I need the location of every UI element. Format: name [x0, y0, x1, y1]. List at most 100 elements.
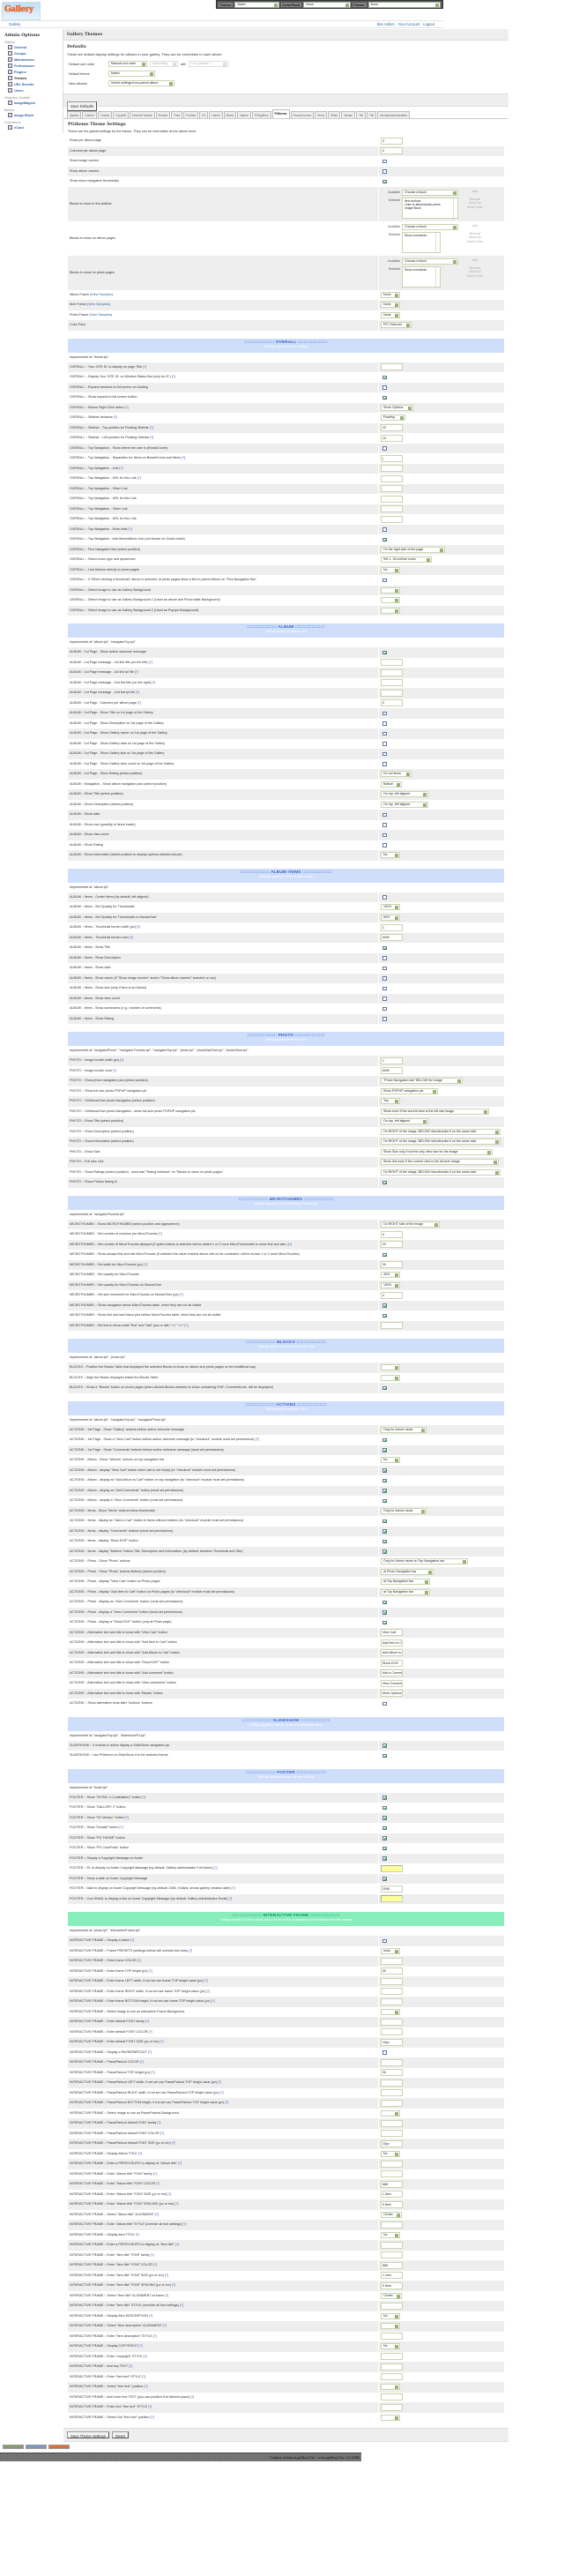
selected-block-item[interactable]: Item actions: [404, 198, 421, 203]
help-link[interactable]: [?]: [164, 2273, 168, 2277]
tab-copyleft[interactable]: Copyleft: [113, 111, 129, 118]
help-link[interactable]: [?]: [172, 375, 176, 379]
sidebar-item-themes[interactable]: Themes: [4, 75, 58, 81]
help-link[interactable]: [?]: [152, 680, 156, 684]
help-link[interactable]: [?]: [213, 1866, 218, 1870]
setting-select[interactable]: Floating: [381, 414, 406, 422]
setting-select[interactable]: [381, 586, 400, 594]
tab-g3[interactable]: G3: [199, 111, 209, 118]
view-samples-link[interactable]: View Samples: [88, 302, 109, 307]
setting-select[interactable]: On the right side of the page: [381, 546, 446, 553]
help-link[interactable]: [?]: [228, 1896, 233, 1900]
tab-pglightbox[interactable]: PGlightbox: [251, 111, 271, 118]
tab-siriux[interactable]: Siriux: [315, 111, 328, 118]
help-link[interactable]: [?]: [218, 2080, 222, 2085]
tab-splash[interactable]: Splash: [341, 111, 356, 118]
help-link[interactable]: [?]: [113, 415, 117, 420]
setting-select[interactable]: [381, 2414, 400, 2421]
checkbox-unchecked[interactable]: [382, 997, 387, 1001]
help-link[interactable]: [?]: [148, 660, 152, 664]
xhtml-badge[interactable]: [3, 2445, 24, 2449]
help-link[interactable]: [?]: [142, 1795, 146, 1799]
setting-select[interactable]: [381, 1374, 400, 1381]
setting-input[interactable]: 3: [381, 137, 403, 145]
help-link[interactable]: [?]: [162, 2324, 167, 2328]
setting-input[interactable]: [381, 363, 403, 371]
setting-input[interactable]: Show EXIF: [381, 1659, 403, 1667]
setting-select[interactable]: On top, left aligned: [381, 801, 428, 808]
setting-select[interactable]: Show even if the current view is the ful…: [381, 1108, 489, 1115]
setting-select[interactable]: Only for Admin mode on Top Navigation ba…: [381, 1558, 469, 1565]
checkbox-checked[interactable]: [382, 1877, 387, 1881]
setting-input[interactable]: [381, 2119, 403, 2127]
setting-input[interactable]: [381, 1957, 403, 1965]
setting-select[interactable]: No: [381, 2312, 400, 2319]
checkbox-unchecked[interactable]: [382, 578, 387, 582]
setting-input[interactable]: [381, 2058, 403, 2066]
setting-input[interactable]: 1: [381, 1057, 403, 1064]
setting-input[interactable]: Add Item to Cart: [381, 1639, 403, 1646]
user-link-your-account[interactable]: Your Account: [397, 22, 420, 26]
sidebar-item-performance[interactable]: Performance: [4, 63, 58, 69]
checkbox-unchecked[interactable]: [382, 2050, 387, 2055]
help-link[interactable]: [?]: [182, 456, 186, 460]
checkbox-unchecked[interactable]: [382, 159, 387, 163]
setting-input[interactable]: [381, 1977, 403, 1985]
setting-input[interactable]: 3: [381, 699, 403, 707]
setting-select[interactable]: On RIGHT of the image, BELOW microthumbs…: [381, 1169, 501, 1176]
help-link[interactable]: [?]: [120, 1058, 124, 1063]
help-link[interactable]: [?]: [136, 925, 141, 930]
setting-input[interactable]: 4: [381, 1230, 403, 1238]
setting-input[interactable]: [381, 668, 403, 676]
theme-select[interactable]: Matrix: [234, 1, 280, 8]
setting-select[interactable]: [381, 2323, 400, 2330]
setting-select[interactable]: Center: [381, 2292, 402, 2299]
tab-fluid[interactable]: Fluid: [171, 111, 182, 118]
setting-input[interactable]: 30: [381, 2069, 403, 2077]
setting-select[interactable]: [381, 2109, 400, 2117]
help-link[interactable]: [?]: [152, 2263, 158, 2267]
checkbox-unchecked[interactable]: [382, 1701, 387, 1706]
setting-input[interactable]: [381, 2160, 403, 2168]
checkbox-checked[interactable]: [382, 1478, 387, 1482]
setting-select[interactable]: 40%: [381, 1272, 400, 1279]
setting-select[interactable]: Show Options: [381, 404, 413, 411]
sidebar-item-image-block[interactable]: Image Block: [4, 112, 58, 118]
sidebar-item-ecard[interactable]: eCard: [4, 124, 58, 131]
help-link[interactable]: [?]: [225, 2101, 229, 2105]
reset-button[interactable]: Reset: [111, 2431, 129, 2438]
setting-input[interactable]: [381, 2079, 403, 2087]
help-link[interactable]: [?]: [136, 691, 140, 695]
block-up-link[interactable]: Move Up: [469, 235, 481, 240]
setting-select[interactable]: No: [381, 1457, 400, 1464]
setting-select[interactable]: No: [381, 2231, 400, 2238]
setting-input[interactable]: [381, 2363, 403, 2371]
setting-select[interactable]: at Photo Navigation bar: [381, 1568, 434, 1575]
setting-input[interactable]: 4: [381, 1291, 403, 1299]
setting-select[interactable]: Only for Admin mode: [381, 1507, 427, 1514]
setting-select[interactable]: [381, 2384, 400, 2391]
setting-select[interactable]: at Top Navigation bar: [381, 1579, 431, 1586]
help-link[interactable]: [?]: [174, 2243, 179, 2247]
tab-classic[interactable]: Classic: [97, 111, 113, 118]
checkbox-checked[interactable]: [382, 1610, 387, 1615]
setting-input[interactable]: 30: [381, 1261, 403, 1269]
save-defaults-button[interactable]: Save Defaults: [67, 101, 98, 111]
checkbox-checked[interactable]: [382, 537, 387, 541]
help-link[interactable]: [?]: [129, 935, 134, 939]
new-albums-select[interactable]: Inherit settings from parent album: [108, 80, 174, 86]
help-link[interactable]: [?]: [204, 1979, 208, 1983]
checkbox-unchecked[interactable]: [382, 446, 387, 451]
help-link[interactable]: [?]: [158, 1232, 162, 1236]
help-link[interactable]: [?]: [147, 2050, 152, 2054]
setting-select[interactable]: No: [381, 852, 400, 859]
help-link[interactable]: [?]: [148, 2029, 152, 2034]
setting-select[interactable]: Show POPUP navigation pic: [381, 1087, 438, 1094]
setting-select[interactable]: 100%: [381, 904, 400, 911]
help-link[interactable]: [?]: [150, 2415, 154, 2419]
tab-forsale[interactable]: ForSale: [182, 111, 199, 118]
help-link[interactable]: [?]: [143, 2354, 147, 2358]
help-link[interactable]: [?]: [148, 2405, 152, 2409]
selected-block-item[interactable]: Show comments: [404, 233, 427, 237]
checkbox-checked[interactable]: [382, 1805, 387, 1810]
